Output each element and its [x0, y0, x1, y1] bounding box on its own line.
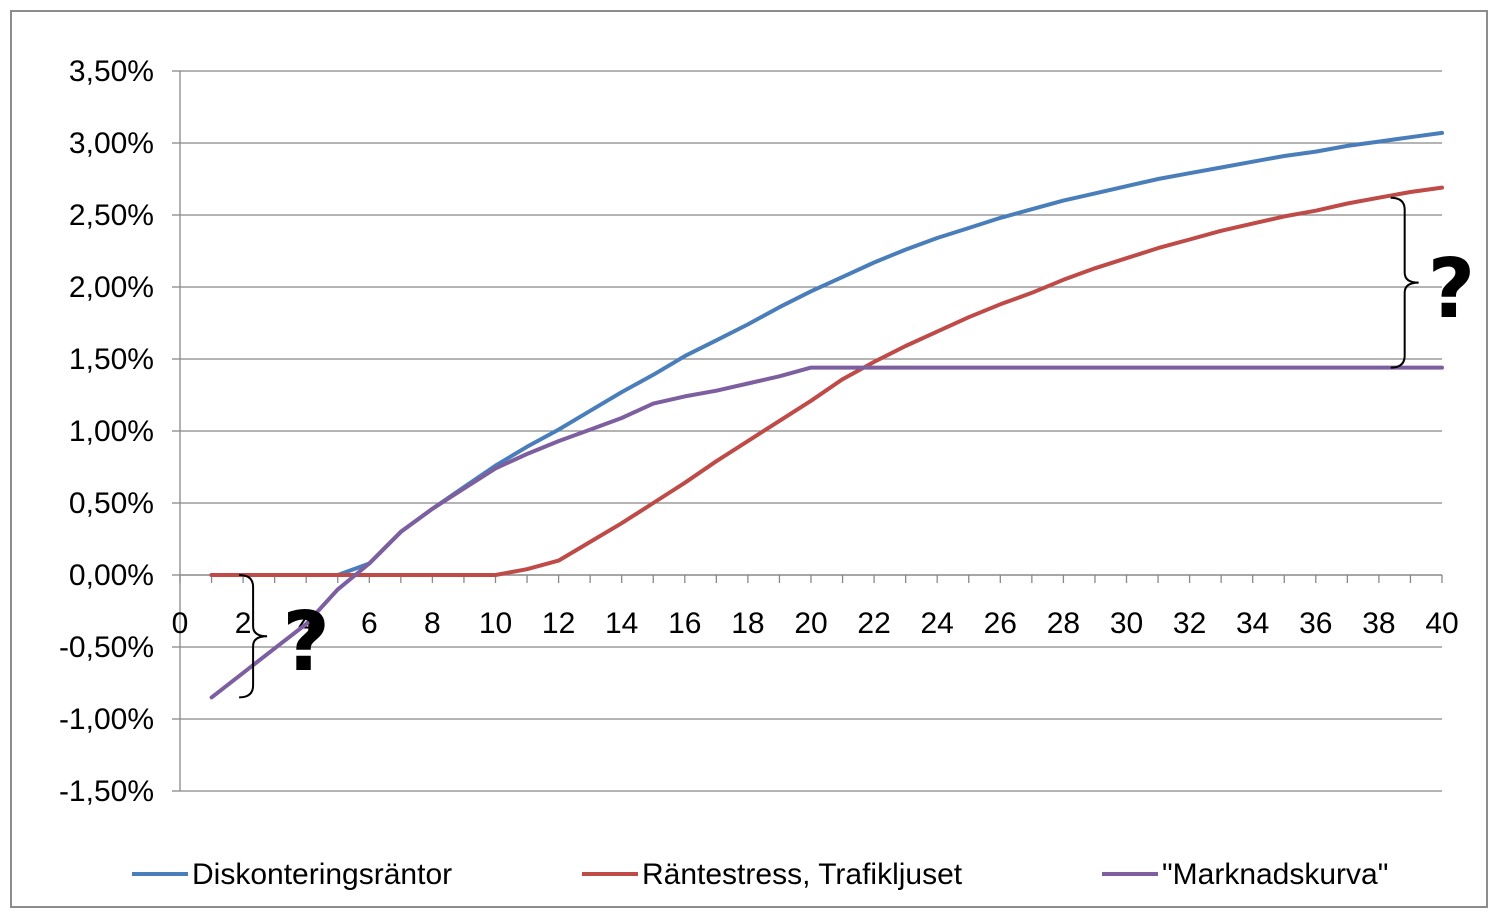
- x-tick-label: 14: [605, 607, 638, 640]
- chart-area: -1,50% -1,00% -0,50% 0,00% 0,50% 1,00% 1,50% 2,…: [10, 10, 1488, 908]
- x-tick-label: 6: [361, 607, 378, 640]
- legend-label: Diskonteringsräntor: [192, 858, 452, 891]
- x-tick-label: 8: [424, 607, 441, 640]
- x-tick-label: 18: [731, 607, 764, 640]
- x-tick-label: 20: [794, 607, 827, 640]
- annotation-label: ?: [1428, 242, 1476, 337]
- series-lines: [209, 130, 1444, 700]
- x-tick-label: 16: [668, 607, 701, 640]
- x-tick-labels: 0 2 4 6 8 10 12 14 16 18 20 22 24 26 28 30 32 34 36 38 40: [172, 607, 1459, 640]
- y-tick-label: -1,50%: [59, 775, 154, 808]
- y-tick-label: 1,00%: [69, 415, 154, 448]
- x-tick-label: 34: [1236, 607, 1269, 640]
- legend-item: Diskonteringsräntor: [132, 858, 452, 891]
- x-tick-label: 2: [235, 607, 252, 640]
- annotation-brace: [239, 574, 268, 699]
- y-tick-label: 0,00%: [69, 559, 154, 592]
- y-tick-label: 0,50%: [69, 487, 154, 520]
- legend-label: Räntestress, Trafikljuset: [642, 858, 963, 891]
- x-tick-label: 10: [479, 607, 512, 640]
- x-tick-label: 32: [1173, 607, 1206, 640]
- x-tick-label: 30: [1110, 607, 1143, 640]
- y-tick-label: -1,00%: [59, 703, 154, 736]
- x-tick-label: 40: [1425, 607, 1458, 640]
- legend: Diskonteringsräntor Räntestress, Trafiklj…: [132, 858, 1388, 891]
- x-tick-label: 26: [984, 607, 1017, 640]
- annotation-label: ?: [282, 595, 330, 690]
- series-line: [209, 130, 1444, 577]
- annotations: ??: [239, 196, 1476, 699]
- legend-item: Räntestress, Trafikljuset: [582, 858, 963, 891]
- annotation-brace: [1390, 196, 1419, 369]
- x-tick-label: 0: [172, 607, 189, 640]
- x-tick-label: 36: [1299, 607, 1332, 640]
- legend-item: "Marknadskurva": [1102, 858, 1388, 891]
- y-tick-label: 3,00%: [69, 127, 154, 160]
- legend-label: "Marknadskurva": [1162, 858, 1388, 891]
- series-line: [209, 185, 1444, 577]
- y-tick-label: -0,50%: [59, 631, 154, 664]
- y-tick-label: 2,50%: [69, 199, 154, 232]
- x-tick-label: 12: [542, 607, 575, 640]
- x-tick-label: 24: [921, 607, 954, 640]
- gridlines: [180, 70, 1442, 792]
- x-tick-label: 38: [1362, 607, 1395, 640]
- series-line: [209, 365, 1444, 700]
- x-tick-label: 28: [1047, 607, 1080, 640]
- axes: [172, 70, 1443, 792]
- line-chart: -1,50% -1,00% -0,50% 0,00% 0,50% 1,00% 1,50% 2,…: [59, 55, 1476, 891]
- y-tick-label: 1,50%: [69, 343, 154, 376]
- y-tick-label: 3,50%: [69, 55, 154, 88]
- y-tick-label: 2,00%: [69, 271, 154, 304]
- x-tick-label: 22: [857, 607, 890, 640]
- y-tick-labels: -1,50% -1,00% -0,50% 0,00% 0,50% 1,00% 1,50% 2,…: [59, 55, 154, 808]
